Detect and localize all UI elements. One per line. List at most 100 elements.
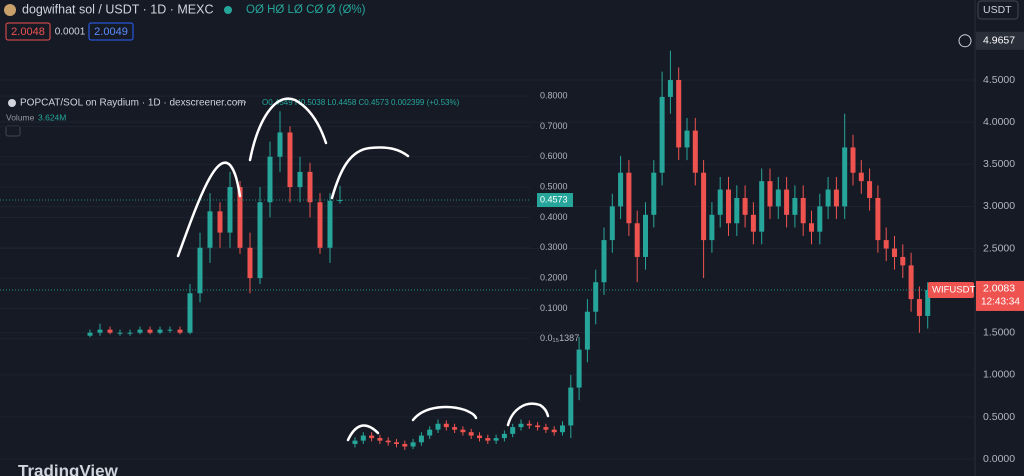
candle-body <box>377 438 383 441</box>
candle-body <box>925 289 931 316</box>
candle-body <box>427 429 433 436</box>
candle-body <box>750 214 756 232</box>
candle-body <box>784 189 790 215</box>
candle-body <box>402 443 408 447</box>
candle-body <box>850 147 856 173</box>
candle-body <box>560 425 565 433</box>
candle-body <box>267 156 273 203</box>
candle-body <box>501 433 507 439</box>
volume-label: Volume <box>6 112 35 122</box>
y-tick-label: 4.5000 <box>983 74 1015 86</box>
candle-body <box>609 206 615 241</box>
ask-box[interactable] <box>88 22 134 41</box>
candle-body <box>369 435 375 439</box>
candle-body <box>667 80 673 97</box>
candle-body <box>543 427 549 430</box>
y-tick-label: 0.8000 <box>540 90 568 100</box>
y-tick-label: 0.5000 <box>983 411 1015 423</box>
candle-body <box>443 423 449 428</box>
candle-body <box>493 438 499 441</box>
y-tick-label: 0.6000 <box>540 151 568 161</box>
candle-body <box>485 438 491 441</box>
candle-body <box>317 202 323 248</box>
candle-body <box>97 329 103 333</box>
candle-body <box>875 197 881 241</box>
candle-body <box>643 214 648 257</box>
status-dot <box>224 6 232 14</box>
candle-body <box>908 265 914 300</box>
candle-body <box>717 189 723 215</box>
candle-body <box>287 132 293 188</box>
crosshair-plus <box>958 34 972 48</box>
ask-price: 2.0049 <box>94 26 128 38</box>
candle-body <box>767 181 773 207</box>
candle-body <box>684 130 690 148</box>
candle-body <box>692 130 698 173</box>
candle-body <box>551 429 557 433</box>
candle-body <box>651 172 657 215</box>
arc <box>411 405 478 422</box>
candle-body <box>726 189 731 224</box>
candle-body <box>394 442 399 444</box>
y-tick-label: 0.0₁₅1387 <box>540 333 579 343</box>
arc <box>330 146 410 200</box>
candle-body <box>809 223 814 232</box>
candle-body <box>217 211 223 233</box>
y-tick-label: 3.5000 <box>983 158 1015 170</box>
inset-last-label: 0.4573 <box>540 194 568 204</box>
symbol-tag-box <box>928 281 974 298</box>
inset-icon <box>8 99 16 107</box>
candle-body <box>207 211 213 248</box>
y-tick-label: 2.5000 <box>983 242 1015 254</box>
y-tick-label: 0.2000 <box>540 272 568 282</box>
inset-menu[interactable]: ••• <box>237 97 246 107</box>
candle-body <box>477 435 482 439</box>
candle-body <box>775 189 781 207</box>
candle-body <box>709 214 715 241</box>
candle-body <box>257 202 263 279</box>
crosshair-label: 4.9657 <box>983 35 1015 47</box>
y-tick-label: 0.7000 <box>540 121 568 131</box>
candle-body <box>460 429 466 433</box>
y-tick-label: 1.0000 <box>983 369 1015 381</box>
y-tick-label: 0.0000 <box>983 453 1015 465</box>
symbol-title: dogwifhat sol / USDT · 1D · MEXC <box>22 2 214 16</box>
y-tick-label: 0.3000 <box>540 242 568 252</box>
candle-body <box>468 432 474 436</box>
currency-button[interactable] <box>977 0 1019 20</box>
main-plot: 0.0000 0.5000 1.0000 1.5000 2.5000 3.0000 3.50… <box>0 31 1024 465</box>
candle-body <box>187 293 193 333</box>
ohlc-legend: OØ HØ LØ CØ Ø (Ø%) <box>246 4 366 16</box>
arc <box>176 161 242 258</box>
inset-plot: 0.0₁₅1387 0.1000 0.2000 0.3000 0.4000 0.5000 0… <box>0 90 579 343</box>
candle-body <box>634 223 640 257</box>
candle-body <box>117 332 123 334</box>
y-tick-label: 1.5000 <box>983 327 1015 339</box>
candle-body <box>247 247 253 279</box>
candle-body <box>568 387 574 426</box>
candle-body <box>452 427 458 430</box>
candle-body <box>800 197 806 224</box>
candle-body <box>584 311 590 350</box>
candle-body <box>167 329 173 331</box>
candle-body <box>87 332 93 336</box>
last-price-label: 2.0083 <box>983 283 1015 295</box>
bid-box[interactable] <box>5 22 51 41</box>
y-tick-label: 3.0000 <box>983 200 1015 212</box>
candle-body <box>177 329 183 333</box>
volume-value: 3.624M <box>38 112 66 122</box>
candle-body <box>676 80 682 148</box>
candle-body <box>327 200 333 248</box>
candle-body <box>435 423 441 430</box>
hand-drawings <box>176 97 550 442</box>
countdown-label: 12:43:34 <box>981 297 1020 308</box>
candle-body <box>659 96 665 173</box>
candle-body <box>418 435 424 443</box>
candle-body <box>157 329 163 333</box>
candle-body <box>792 197 798 215</box>
currency-label: USDT <box>983 4 1012 16</box>
candle-body <box>337 200 343 202</box>
brand-logo: TradingView <box>18 461 119 476</box>
candle-body <box>526 423 532 426</box>
